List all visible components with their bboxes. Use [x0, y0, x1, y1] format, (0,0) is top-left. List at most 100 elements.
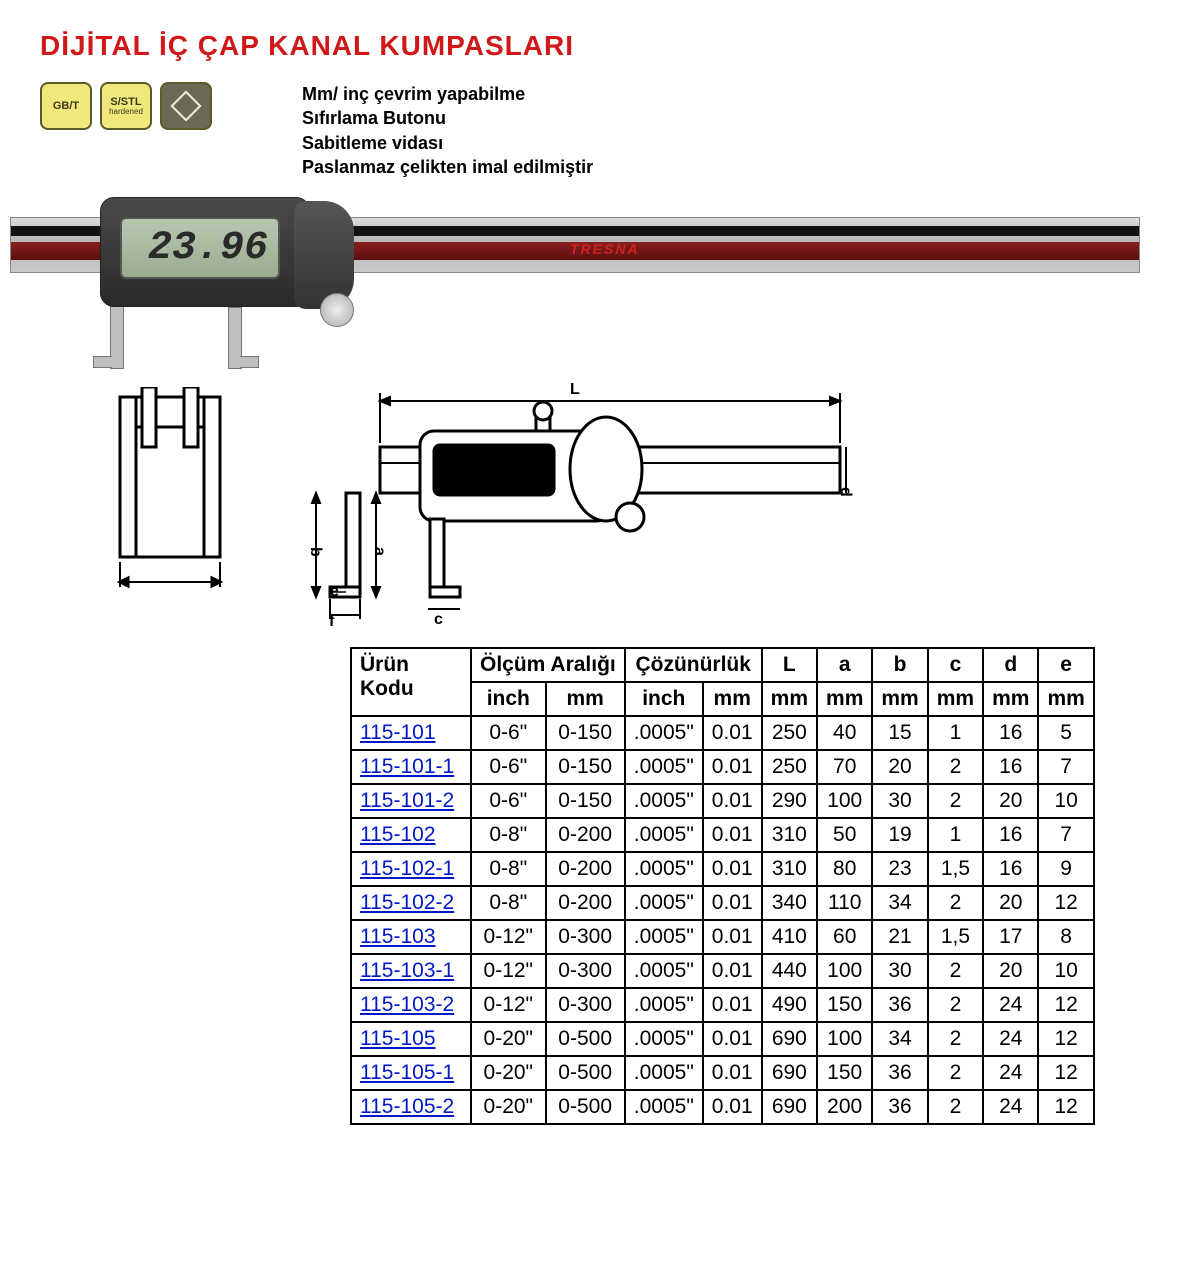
cell-res-in: .0005" — [625, 988, 703, 1022]
product-code-link[interactable]: 115-105-1 — [360, 1061, 454, 1084]
cell-L: 310 — [762, 818, 817, 852]
cell-L: 690 — [762, 1090, 817, 1124]
product-code-link[interactable]: 115-103-2 — [360, 993, 454, 1016]
dim-c: c — [434, 611, 443, 629]
dim-L: L — [570, 381, 580, 399]
cell-code: 115-103 — [351, 920, 471, 954]
cell-a: 40 — [817, 716, 872, 750]
cell-code: 115-105 — [351, 1022, 471, 1056]
table-row: 115-1030-12"0-300.0005"0.0141060211,5178 — [351, 920, 1094, 954]
table-row: 115-103-20-12"0-300.0005"0.0149015036224… — [351, 988, 1094, 1022]
cell-res-mm: 0.01 — [703, 1056, 762, 1090]
cell-b: 23 — [872, 852, 927, 886]
cell-res-mm: 0.01 — [703, 920, 762, 954]
cell-c: 2 — [928, 954, 983, 988]
cell-a: 100 — [817, 954, 872, 988]
cell-e: 12 — [1038, 1022, 1093, 1056]
table-row: 115-105-20-20"0-500.0005"0.0169020036224… — [351, 1090, 1094, 1124]
cell-L: 340 — [762, 886, 817, 920]
table-row: 115-101-20-6"0-150.0005"0.01290100302201… — [351, 784, 1094, 818]
cell-range-in: 0-6" — [471, 750, 546, 784]
cell-range-in: 0-6" — [471, 716, 546, 750]
cell-a: 150 — [817, 988, 872, 1022]
cell-c: 1,5 — [928, 920, 983, 954]
cell-b: 36 — [872, 1056, 927, 1090]
cell-range-in: 0-12" — [471, 988, 546, 1022]
jaw-right — [228, 307, 242, 369]
product-code-link[interactable]: 115-102 — [360, 823, 436, 846]
cell-c: 2 — [928, 988, 983, 1022]
cell-d: 16 — [983, 818, 1038, 852]
cell-res-mm: 0.01 — [703, 852, 762, 886]
cell-range-in: 0-20" — [471, 1022, 546, 1056]
hdr-b-unit: mm — [872, 682, 927, 716]
product-code-link[interactable]: 115-102-2 — [360, 891, 454, 914]
cell-res-mm: 0.01 — [703, 784, 762, 818]
cell-e: 9 — [1038, 852, 1093, 886]
cell-b: 30 — [872, 784, 927, 818]
cell-e: 12 — [1038, 1056, 1093, 1090]
badge-sstl-label: S/STL — [110, 97, 141, 108]
cell-c: 2 — [928, 750, 983, 784]
product-photo: TRESNA 23.96 — [10, 187, 1140, 377]
hdr-code: ÜrünKodu — [351, 648, 471, 716]
cell-d: 24 — [983, 1022, 1038, 1056]
cell-L: 690 — [762, 1056, 817, 1090]
cell-b: 30 — [872, 954, 927, 988]
hdr-c-unit: mm — [928, 682, 983, 716]
hdr-L-unit: mm — [762, 682, 817, 716]
product-code-link[interactable]: 115-101-2 — [360, 789, 454, 812]
cell-b: 20 — [872, 750, 927, 784]
cell-range-in: 0-8" — [471, 852, 546, 886]
badge-gbt-label: GB/T — [53, 100, 79, 112]
cell-res-in: .0005" — [625, 1022, 703, 1056]
cell-d: 17 — [983, 920, 1038, 954]
caliper-svg — [310, 387, 850, 627]
cell-e: 10 — [1038, 784, 1093, 818]
cell-d: 20 — [983, 784, 1038, 818]
product-code-link[interactable]: 115-101-1 — [360, 755, 454, 778]
table-body: 115-1010-6"0-150.0005"0.0125040151165115… — [351, 716, 1094, 1124]
cell-d: 24 — [983, 1090, 1038, 1124]
cell-d: 20 — [983, 886, 1038, 920]
hdr-resolution: Çözünürlük — [625, 648, 762, 682]
cell-d: 16 — [983, 852, 1038, 886]
product-code-link[interactable]: 115-105-2 — [360, 1095, 454, 1118]
caliper-grip — [294, 201, 354, 309]
cell-a: 100 — [817, 784, 872, 818]
product-code-link[interactable]: 115-101 — [360, 721, 436, 744]
cell-res-in: .0005" — [625, 1090, 703, 1124]
hdr-e-unit: mm — [1038, 682, 1093, 716]
hdr-d-unit: mm — [983, 682, 1038, 716]
cell-range-mm: 0-200 — [546, 886, 625, 920]
table-head: ÜrünKodu Ölçüm Aralığı Çözünürlük L a b … — [351, 648, 1094, 716]
hdr-range-inch: inch — [471, 682, 546, 716]
product-code-link[interactable]: 115-103 — [360, 925, 436, 948]
cell-code: 115-103-1 — [351, 954, 471, 988]
spec-table-wrap: ÜrünKodu Ölçüm Aralığı Çözünürlük L a b … — [350, 647, 1144, 1125]
product-code-link[interactable]: 115-105 — [360, 1027, 436, 1050]
cell-L: 410 — [762, 920, 817, 954]
cell-b: 15 — [872, 716, 927, 750]
cell-range-mm: 0-500 — [546, 1090, 625, 1124]
cell-res-mm: 0.01 — [703, 750, 762, 784]
cell-res-in: .0005" — [625, 852, 703, 886]
diagram-row: L d a b e f c — [90, 387, 1144, 627]
cell-b: 36 — [872, 1090, 927, 1124]
cell-c: 1 — [928, 818, 983, 852]
dim-b: b — [306, 547, 324, 557]
cell-c: 1 — [928, 716, 983, 750]
cell-L: 290 — [762, 784, 817, 818]
cell-e: 5 — [1038, 716, 1093, 750]
cell-res-mm: 0.01 — [703, 886, 762, 920]
diagram-caliper: L d a b e f c — [310, 387, 850, 627]
cell-L: 250 — [762, 716, 817, 750]
cell-range-in: 0-12" — [471, 920, 546, 954]
product-code-link[interactable]: 115-103-1 — [360, 959, 454, 982]
dim-f: f — [329, 613, 334, 631]
product-code-link[interactable]: 115-102-1 — [360, 857, 454, 880]
cell-code: 115-105-2 — [351, 1090, 471, 1124]
cell-res-in: .0005" — [625, 818, 703, 852]
table-row: 115-105-10-20"0-500.0005"0.0169015036224… — [351, 1056, 1094, 1090]
brand-label: TRESNA — [570, 241, 640, 257]
